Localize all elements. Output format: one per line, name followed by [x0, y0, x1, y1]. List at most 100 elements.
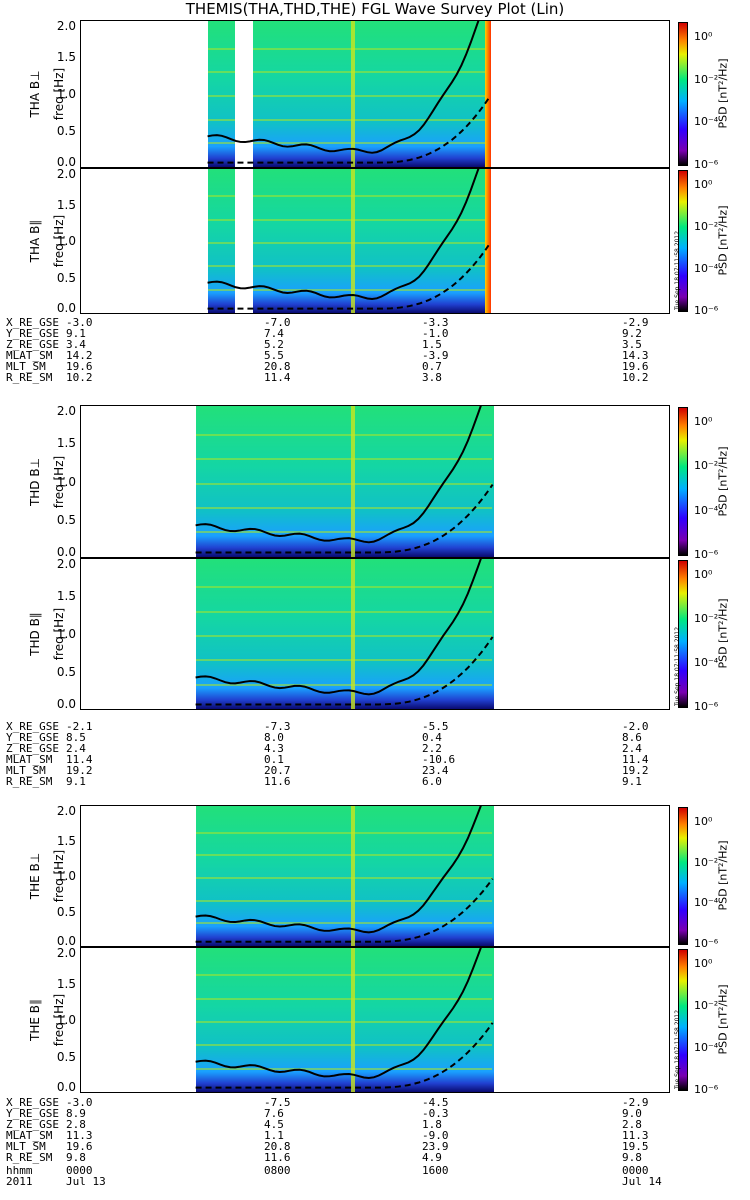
freq-tick-label: 1.5: [56, 833, 76, 848]
orbit-value: 9.1: [622, 775, 642, 788]
spectral-band: [196, 854, 492, 857]
freq-tick-label: 2.0: [56, 804, 76, 818]
spectral-band: [196, 997, 492, 1000]
orbit-value: -7.3: [264, 720, 291, 733]
orbit-value: 19.5: [622, 1140, 649, 1153]
orbit-value: -3.0: [66, 1096, 93, 1109]
fce-curve: [195, 806, 482, 934]
colorbar-tick: 10⁻⁴: [694, 262, 719, 275]
colorbar-label: PSD [nT²/Hz]: [716, 445, 730, 517]
freq-tick-label: 0.0: [56, 934, 76, 948]
orbit-value: -2.9: [622, 316, 649, 329]
spectrogram-panel: [80, 405, 670, 558]
orbit-row-label: MLT_SM: [6, 764, 46, 777]
orbit-value: 7.4: [264, 327, 284, 340]
orbit-value: 0.1: [264, 753, 284, 766]
colorbar-tick: 10⁻²: [694, 999, 719, 1012]
spectral-band: [196, 586, 492, 589]
wave-spike: [351, 948, 355, 1092]
orbit-value: 23.4: [422, 764, 449, 777]
orbit-value: 8.5: [66, 731, 86, 744]
spectrogram-panel: [80, 20, 670, 168]
freq-axis-label: freq [Hz]: [52, 849, 66, 903]
freq-tick-label: 1.5: [56, 197, 76, 212]
freq-tick-label: 0.0: [56, 545, 76, 559]
orbit-value: -10.6: [422, 753, 456, 766]
orbit-value: -3.3: [422, 316, 449, 329]
spectral-band: [196, 610, 492, 613]
date-label: Jul 14: [622, 1175, 662, 1188]
fce-curve: [195, 559, 482, 696]
date-label: Jul 13: [66, 1175, 106, 1188]
colorbar-tick: 10⁻²: [694, 459, 719, 473]
orbit-value: 1.5: [422, 338, 442, 351]
fce-curve: [207, 21, 480, 154]
freq-tick-label: 2.0: [56, 19, 76, 33]
spectral-band: [208, 265, 489, 268]
spectral-band: [196, 458, 492, 461]
wave-spike: [351, 406, 355, 557]
colorbar-tick: 10⁻⁴: [694, 503, 719, 517]
freq-tick-label: 0.5: [56, 270, 76, 285]
colorbar-tick: 10⁰: [694, 815, 713, 828]
spectral-band: [196, 1067, 492, 1070]
cyclotron-curves: [195, 948, 494, 1089]
orbit-row-label: MLAT_SM: [6, 349, 53, 362]
colorbar-label: PSD [nT²/Hz]: [716, 598, 730, 669]
cyclotron-curves: [207, 21, 491, 164]
colorbar-tick: 10⁻⁴: [694, 115, 719, 129]
orbit-value: -7.5: [264, 1096, 291, 1109]
colorbar: [678, 22, 688, 166]
freq-tick-label: 0.5: [56, 512, 76, 527]
orbit-value: 1.8: [422, 1118, 442, 1131]
spectral-band: [208, 242, 489, 244]
orbit-row-label: X_RE_GSE: [6, 720, 59, 733]
fce-curve: [195, 406, 482, 544]
colorbar-tick: 10⁻⁶: [694, 1083, 719, 1096]
freq-tick-label: 0.5: [56, 665, 76, 679]
freq-tick-label: 0.5: [56, 124, 76, 138]
wave-event: [485, 169, 491, 313]
freq-tick-label: 2.0: [56, 946, 76, 960]
time-tick: 1600: [422, 1164, 449, 1177]
freq-tick-label: 1.5: [56, 50, 76, 64]
orbit-value: -3.0: [66, 316, 93, 329]
orbit-row-label: R_RE_SM: [6, 775, 53, 788]
colorbar-tick: 10⁻⁶: [694, 304, 719, 317]
colorbar-tick: 10⁻²: [694, 855, 719, 869]
freq-tick-label: 0.5: [56, 1049, 76, 1064]
wave-event: [485, 21, 491, 167]
orbit-value: 9.8: [622, 1151, 642, 1164]
orbit-value: 8.9: [66, 1107, 86, 1120]
panel-label: THE B∥: [28, 999, 42, 1041]
fce-half-curve: [207, 243, 491, 310]
time-tick: 0000: [66, 1164, 93, 1177]
freq-axis-label: freq [Hz]: [52, 214, 66, 268]
colorbar-tick: 10⁰: [694, 415, 713, 428]
colorbar-label: PSD [nT²/Hz]: [716, 984, 730, 1055]
spectral-band: [196, 831, 492, 834]
orbit-value: 11.4: [66, 753, 93, 766]
spectral-band: [196, 899, 492, 902]
cyclotron-curves: [207, 169, 491, 310]
timestamp-stamp: Tue Sep 18 07:11:58 2012: [674, 1009, 681, 1089]
orbit-value: 4.5: [264, 1118, 284, 1131]
orbit-row-label: R_RE_SM: [6, 1151, 53, 1164]
orbit-row-label: MLT_SM: [6, 1140, 46, 1153]
orbit-value: 10.2: [66, 371, 93, 384]
orbit-value: 2.8: [66, 1118, 86, 1131]
colorbar-tick: 10⁻⁶: [694, 548, 719, 561]
orbit-value: 2.4: [622, 742, 642, 755]
colorbar: [678, 807, 688, 945]
spectral-band: [196, 1021, 492, 1023]
colorbar-tick: 10⁻⁴: [694, 896, 719, 910]
orbit-value: -0.3: [422, 1107, 449, 1120]
orbit-value: 20.8: [264, 360, 291, 373]
freq-tick-label: 2.0: [56, 167, 76, 181]
colorbar-tick: 10⁻²: [694, 72, 719, 86]
orbit-value: 1.1: [264, 1129, 284, 1142]
colorbar-tick: 10⁻⁶: [694, 158, 719, 171]
time-tick: 0000: [622, 1164, 649, 1177]
freq-tick-label: 2.0: [56, 557, 76, 571]
orbit-value: 9.8: [66, 1151, 86, 1164]
